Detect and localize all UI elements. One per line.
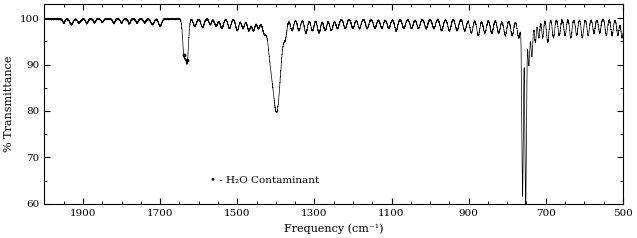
Y-axis label: % Transmittance: % Transmittance (4, 56, 14, 152)
X-axis label: Frequency (cm⁻¹): Frequency (cm⁻¹) (284, 223, 383, 234)
Text: • - H₂O Contaminant: • - H₂O Contaminant (210, 176, 320, 185)
